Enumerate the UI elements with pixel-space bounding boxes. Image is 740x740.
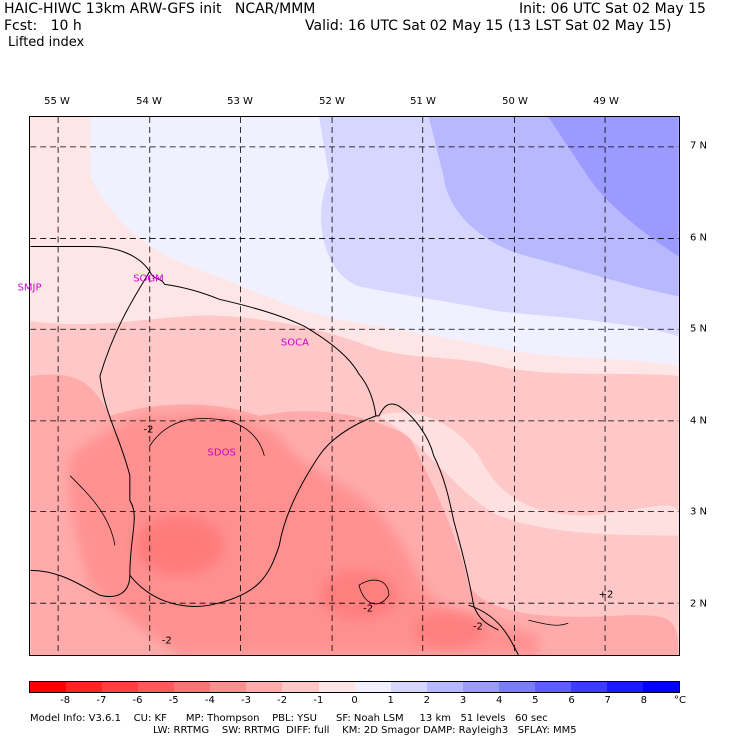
lon-label: 55 W — [44, 96, 70, 107]
lon-label: 49 W — [593, 96, 619, 107]
colorbar-segment — [534, 682, 571, 692]
field-region-neg-3 — [134, 515, 225, 576]
colorbar-tick-label: 5 — [532, 695, 539, 706]
colorbar-tick-label: -1 — [313, 695, 324, 706]
forecast-hour: Fcst: 10 h — [4, 18, 82, 34]
colorbar-tick-label: -7 — [96, 695, 107, 706]
colorbar-segment — [426, 682, 463, 692]
colorbar-tick-label: -8 — [60, 695, 71, 706]
station-label: SOGM — [133, 273, 164, 285]
field-region-neg-3 — [413, 612, 484, 649]
lat-label: 2 N — [690, 598, 708, 610]
contour-label: -2 — [363, 603, 374, 615]
colorbar-segment — [318, 682, 355, 692]
colorbar-segment — [138, 682, 175, 692]
lifted-index-map — [29, 116, 680, 656]
colorbar-tick-label: -5 — [168, 695, 179, 706]
field-region-neg-2 — [68, 411, 539, 655]
border-fguiana-brazil — [129, 415, 377, 607]
colorbar-segment — [462, 682, 499, 692]
lon-label: 51 W — [410, 96, 436, 107]
field-region-neg-3 — [319, 570, 399, 621]
colorbar-tick-label: 0 — [351, 695, 358, 706]
border-suriname-fguiana — [99, 271, 151, 501]
colorbar-segment — [570, 682, 607, 692]
field-region-light — [378, 412, 679, 536]
contour-line — [528, 619, 569, 626]
lon-label: 52 W — [319, 96, 345, 107]
colorbar-tick-label: -4 — [204, 695, 215, 706]
model-info-line1: Model Info: V3.6.1 CU: KF MP: Thompson P… — [30, 713, 548, 724]
station-label: SOCA — [280, 337, 309, 349]
colorbar-tick-label: -2 — [277, 695, 288, 706]
colorbar-segment — [66, 682, 103, 692]
colorbar-segment — [210, 682, 247, 692]
colorbar-segment — [246, 682, 283, 692]
colorbar-tick-label: 1 — [387, 695, 394, 706]
field-region-blue-3 — [548, 117, 679, 257]
field-name: Lifted index — [8, 35, 85, 50]
lon-label: 54 W — [136, 96, 162, 107]
colorbar-segment — [354, 682, 391, 692]
colorbar-segment — [102, 682, 139, 692]
lat-label: 3 N — [690, 506, 708, 518]
colorbar-segment — [390, 682, 427, 692]
border-suriname-brazil — [30, 500, 135, 597]
station-label: SMJP — [17, 282, 42, 294]
contour-line — [358, 579, 390, 605]
colorbar-tick-label: 2 — [423, 695, 431, 706]
lat-label: 5 N — [690, 323, 708, 335]
contour-line — [149, 418, 265, 456]
colorbar-segment — [174, 682, 211, 692]
colorbar-tick-label: 7 — [604, 695, 611, 706]
lon-label: 53 W — [227, 96, 253, 107]
valid-time: Valid: 16 UTC Sat 02 May 15 (13 LST Sat … — [305, 18, 672, 34]
lon-label: 50 W — [502, 96, 528, 107]
colorbar-segment — [607, 682, 644, 692]
colorbar-unit: °C — [674, 695, 686, 706]
colorbar-segment — [282, 682, 319, 692]
lat-label: 4 N — [690, 415, 708, 427]
colorbar-tick-label: -6 — [132, 695, 143, 706]
init-time: Init: 06 UTC Sat 02 May 15 — [519, 1, 706, 17]
colorbar-tick-label: 8 — [640, 695, 648, 706]
contour-label: +2 — [598, 589, 614, 601]
colorbar-tick-label: 4 — [495, 695, 503, 706]
lat-label: 7 N — [690, 140, 708, 152]
model-info-line2: LW: RRTMG SW: RRTMG DIFF: full KM: 2D Sm… — [153, 725, 577, 736]
colorbar-segment — [643, 682, 680, 692]
colorbar — [29, 681, 680, 693]
colorbar-tick-label: 3 — [459, 695, 467, 706]
river-mouth — [468, 604, 519, 655]
contour-label: -2 — [472, 621, 483, 633]
coastline — [30, 246, 499, 631]
station-label: SDOS — [207, 447, 236, 459]
colorbar-segment — [30, 682, 67, 692]
colorbar-tick-label: -3 — [241, 695, 251, 706]
contour-line — [69, 475, 116, 546]
lat-label: 6 N — [690, 232, 708, 244]
colorbar-tick-label: 6 — [568, 695, 575, 706]
colorbar-segment — [498, 682, 535, 692]
contour-label: -2 — [143, 424, 154, 436]
model-title: HAIC-HIWC 13km ARW-GFS init NCAR/MMM — [4, 1, 316, 17]
contour-label: -2 — [161, 635, 172, 647]
